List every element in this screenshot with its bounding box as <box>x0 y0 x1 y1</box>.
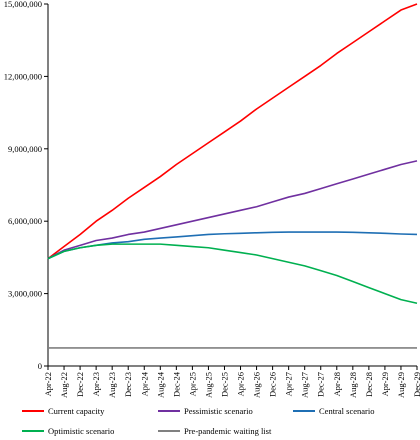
y-tick-label: 15,000,000 <box>4 0 42 9</box>
x-tick-label: Apr-24 <box>139 371 149 396</box>
legend-label: Optimistic scenario <box>48 426 114 436</box>
legend: Current capacity Pessimistic scenario Cent… <box>22 406 374 436</box>
x-tick-label: Aug-24 <box>155 371 165 398</box>
x-tick-label: Aug-25 <box>203 372 213 398</box>
x-tick-label: Apr-25 <box>187 372 197 396</box>
x-tick-label: Aug-22 <box>59 372 69 398</box>
x-tick-label: Dec-27 <box>316 372 326 397</box>
x-tick-label: Aug-23 <box>107 372 117 398</box>
x-tick-label: Apr-26 <box>236 372 246 396</box>
x-tick-label: Dec-23 <box>123 372 133 397</box>
x-tick-label: Apr-28 <box>332 372 342 396</box>
x-tick-label: Aug-28 <box>348 372 358 398</box>
x-tick-label: Apr-27 <box>284 372 294 396</box>
y-tick-label: 0 <box>38 361 42 371</box>
x-tick-label: Dec-25 <box>219 372 229 397</box>
x-tick-label: Aug-29 <box>396 372 406 398</box>
legend-label: Pre-pandemic waiting list <box>184 426 272 436</box>
series-layer <box>47 3 418 349</box>
x-tick-label: Dec-26 <box>268 372 278 397</box>
series-line-2 <box>47 160 418 260</box>
y-axis: 0 3,000,000 6,000,000 9,000,000 12,000,000 15… <box>4 0 49 371</box>
legend-label: Pessimistic scenario <box>184 406 253 416</box>
x-axis: Apr-22 Aug-22 Dec-22 Apr-23 Aug-23 Dec-23 Apr-… <box>43 365 420 398</box>
series-line-4 <box>47 243 418 305</box>
x-tick-label: Dec-28 <box>364 372 374 397</box>
x-tick-label: Dec-24 <box>171 371 181 397</box>
legend-label: Current capacity <box>48 406 105 416</box>
y-tick-label: 6,000,000 <box>8 216 42 226</box>
series-line-3 <box>47 231 418 260</box>
x-tick-label: Apr-29 <box>380 372 390 396</box>
y-tick-label: 3,000,000 <box>8 289 42 299</box>
y-tick-label: 12,000,000 <box>4 71 42 81</box>
x-tick-label: Aug-26 <box>252 372 262 398</box>
x-tick-label: Apr-22 <box>43 372 53 396</box>
x-tick-label: Dec-22 <box>75 372 85 397</box>
legend-label: Central scenario <box>319 406 374 416</box>
x-tick-label: Dec-29 <box>412 372 420 397</box>
x-tick-label: Aug-27 <box>300 372 310 398</box>
series-line-1 <box>47 3 418 260</box>
y-tick-label: 9,000,000 <box>8 144 42 154</box>
x-tick-label: Apr-23 <box>91 372 101 396</box>
